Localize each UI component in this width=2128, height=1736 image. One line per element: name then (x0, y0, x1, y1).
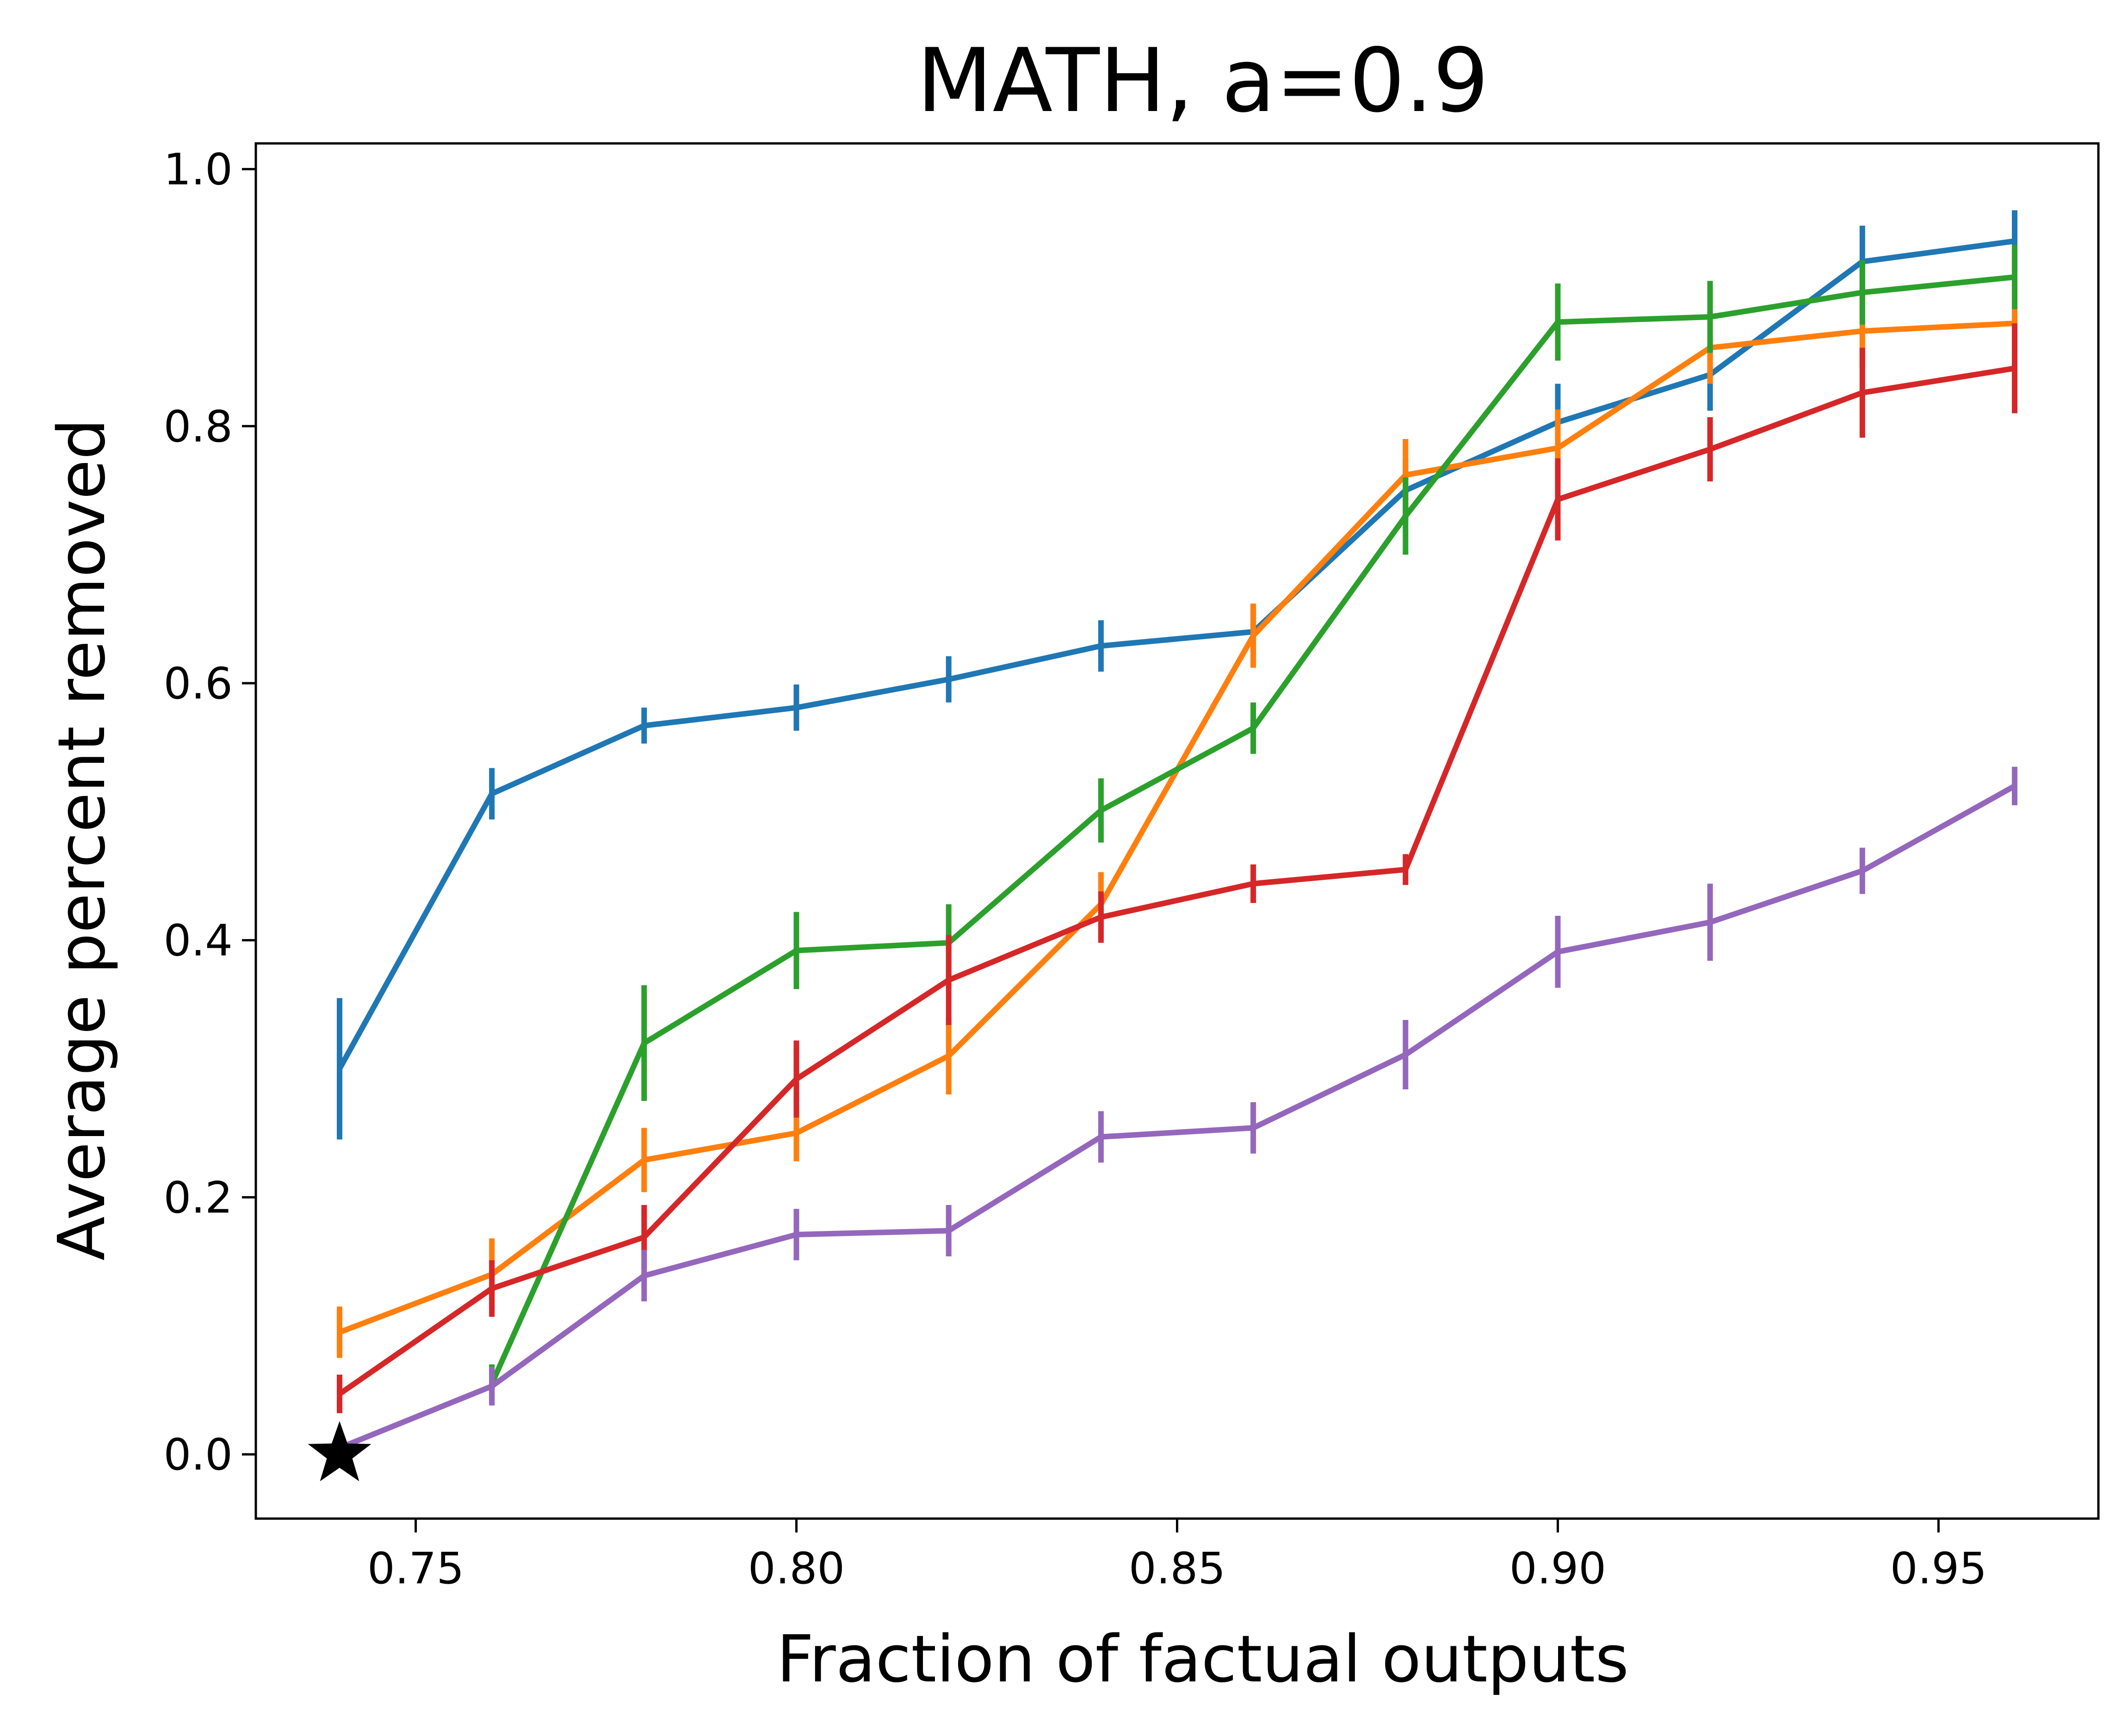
y-axis-label: Average percent removed (44, 419, 120, 1261)
series-5 (337, 766, 2017, 1458)
series-line (338, 784, 2016, 1451)
x-tick-label: 0.80 (748, 1544, 845, 1594)
y-tick-label: 0.4 (164, 916, 233, 966)
series-4 (337, 323, 2017, 1414)
y-tick-label: 1.0 (164, 145, 233, 195)
series-line (337, 238, 2015, 1070)
series-line (338, 321, 2015, 1335)
y-axis: 0.0 0.2 0.4 0.6 0.8 1.0 (164, 145, 256, 1480)
y-tick-label: 0.6 (164, 659, 233, 709)
x-tick-label: 0.95 (1890, 1544, 1987, 1594)
series-line (489, 274, 2015, 1385)
series-line (338, 365, 2015, 1396)
x-axis-label: Fraction of factual outputs (777, 1622, 1629, 1697)
x-tick-label: 0.85 (1129, 1544, 1225, 1594)
plot-frame (254, 142, 2100, 1520)
series-2 (337, 292, 2017, 1358)
star-marker (308, 1421, 371, 1482)
chart-title: MATH, a=0.9 (917, 30, 1489, 132)
series-1 (337, 210, 2017, 1140)
x-tick-label: 0.75 (367, 1544, 464, 1594)
y-tick-label: 0.2 (164, 1173, 233, 1223)
x-axis: 0.75 0.80 0.85 0.90 0.95 (367, 1519, 1987, 1594)
x-tick-label: 0.90 (1509, 1544, 1606, 1594)
y-tick-label: 0.0 (164, 1430, 233, 1480)
y-tick-label: 0.8 (164, 402, 233, 452)
plot-area (254, 142, 2100, 1520)
